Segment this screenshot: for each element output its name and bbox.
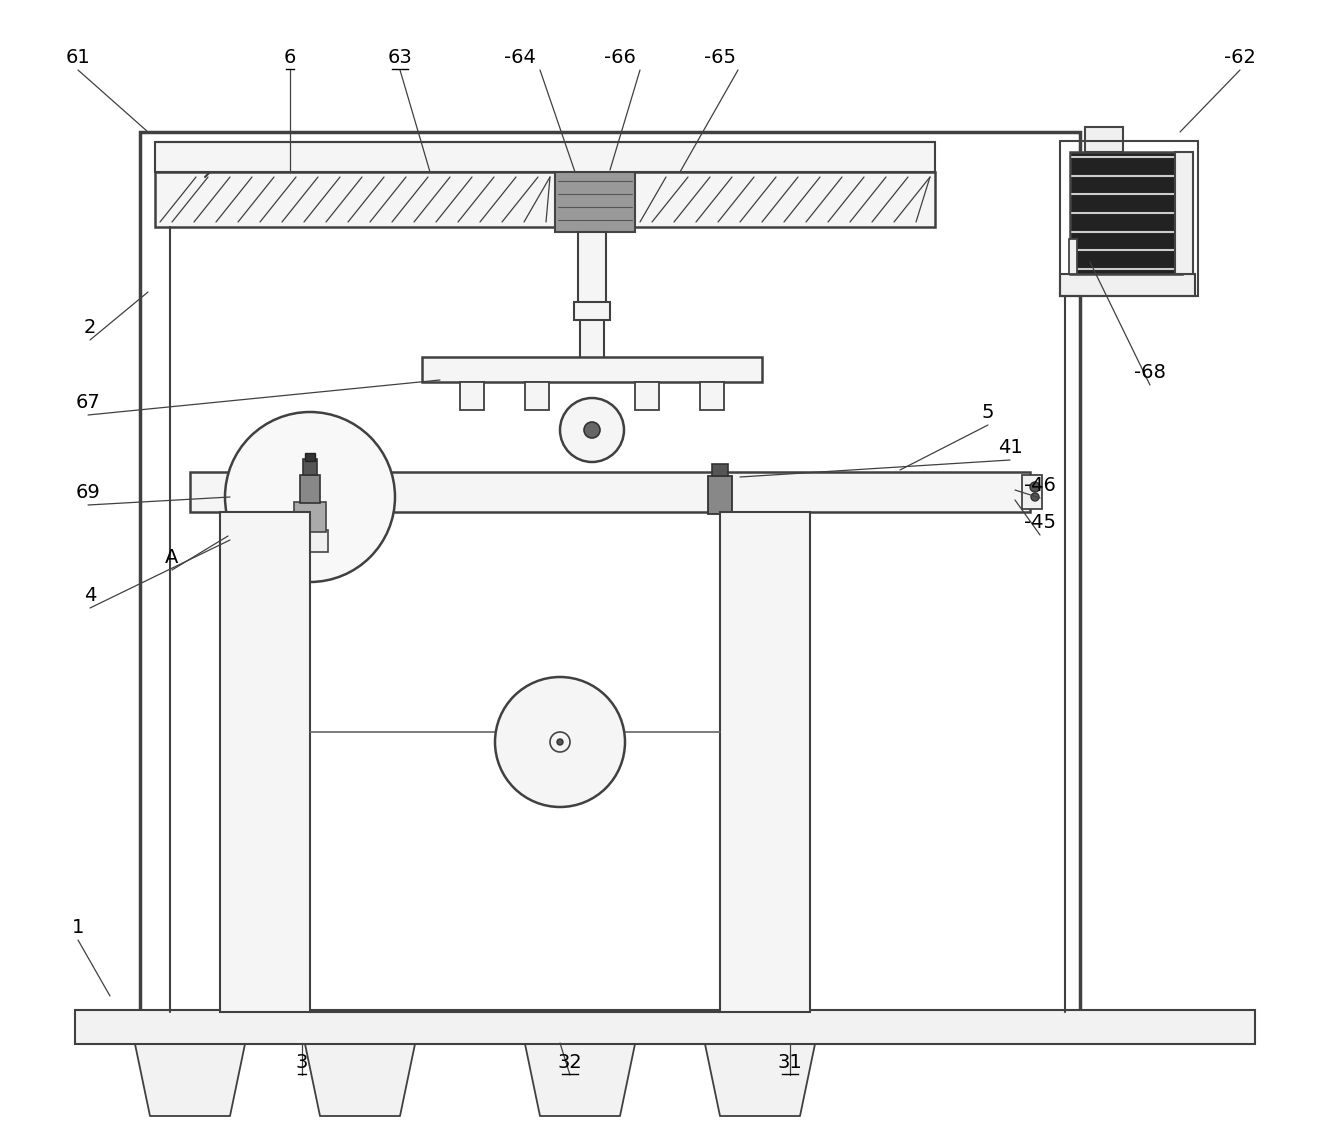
Bar bbox=[303, 458, 317, 475]
Text: -66: -66 bbox=[604, 48, 636, 67]
Bar bbox=[305, 453, 314, 461]
Text: 1: 1 bbox=[72, 918, 84, 937]
Bar bbox=[1022, 475, 1042, 509]
Polygon shape bbox=[525, 1044, 636, 1116]
Text: 3: 3 bbox=[296, 1053, 308, 1072]
Text: 63: 63 bbox=[387, 48, 413, 67]
Polygon shape bbox=[135, 1044, 245, 1116]
Bar bbox=[701, 381, 725, 410]
Text: 61: 61 bbox=[65, 48, 90, 67]
Bar bbox=[721, 512, 809, 1012]
Text: 32: 32 bbox=[557, 1053, 583, 1072]
Bar bbox=[709, 475, 733, 514]
Text: 2: 2 bbox=[84, 318, 96, 337]
Circle shape bbox=[584, 422, 600, 438]
Text: -46: -46 bbox=[1024, 475, 1056, 495]
Text: 67: 67 bbox=[76, 393, 101, 412]
Bar bbox=[525, 381, 549, 410]
Bar bbox=[580, 307, 604, 362]
Text: -65: -65 bbox=[705, 48, 736, 67]
Bar bbox=[1070, 152, 1182, 274]
Bar bbox=[292, 530, 328, 552]
Circle shape bbox=[1031, 494, 1039, 501]
Bar bbox=[220, 512, 311, 1012]
Bar bbox=[76, 1010, 1255, 1044]
Polygon shape bbox=[305, 1044, 415, 1116]
Bar bbox=[190, 472, 1030, 512]
Bar bbox=[579, 232, 606, 312]
Text: 69: 69 bbox=[76, 483, 101, 501]
Bar bbox=[1174, 152, 1193, 274]
Text: -45: -45 bbox=[1024, 513, 1056, 532]
Bar bbox=[295, 501, 326, 532]
Text: -68: -68 bbox=[1135, 363, 1166, 381]
Bar bbox=[1060, 142, 1198, 295]
Bar bbox=[1070, 239, 1078, 274]
Bar bbox=[555, 168, 636, 232]
Circle shape bbox=[1030, 482, 1040, 492]
Bar bbox=[636, 381, 660, 410]
Text: 31: 31 bbox=[778, 1053, 803, 1072]
Text: 6: 6 bbox=[284, 48, 296, 67]
Circle shape bbox=[226, 412, 395, 582]
Text: A: A bbox=[166, 548, 179, 567]
Circle shape bbox=[495, 677, 625, 807]
Bar bbox=[155, 172, 936, 228]
Bar bbox=[460, 381, 484, 410]
Circle shape bbox=[560, 398, 624, 462]
Circle shape bbox=[557, 739, 563, 745]
Text: -62: -62 bbox=[1223, 48, 1255, 67]
Bar bbox=[1085, 127, 1123, 152]
Bar bbox=[141, 132, 1080, 1012]
Text: 4: 4 bbox=[84, 586, 96, 604]
Bar bbox=[713, 464, 729, 475]
Bar bbox=[1060, 274, 1196, 295]
Text: -64: -64 bbox=[504, 48, 536, 67]
Text: 41: 41 bbox=[998, 438, 1022, 457]
Bar bbox=[575, 302, 610, 320]
Text: 5: 5 bbox=[982, 403, 994, 422]
Polygon shape bbox=[705, 1044, 815, 1116]
Bar bbox=[155, 142, 936, 172]
Bar bbox=[300, 475, 320, 503]
Bar bbox=[422, 357, 762, 381]
